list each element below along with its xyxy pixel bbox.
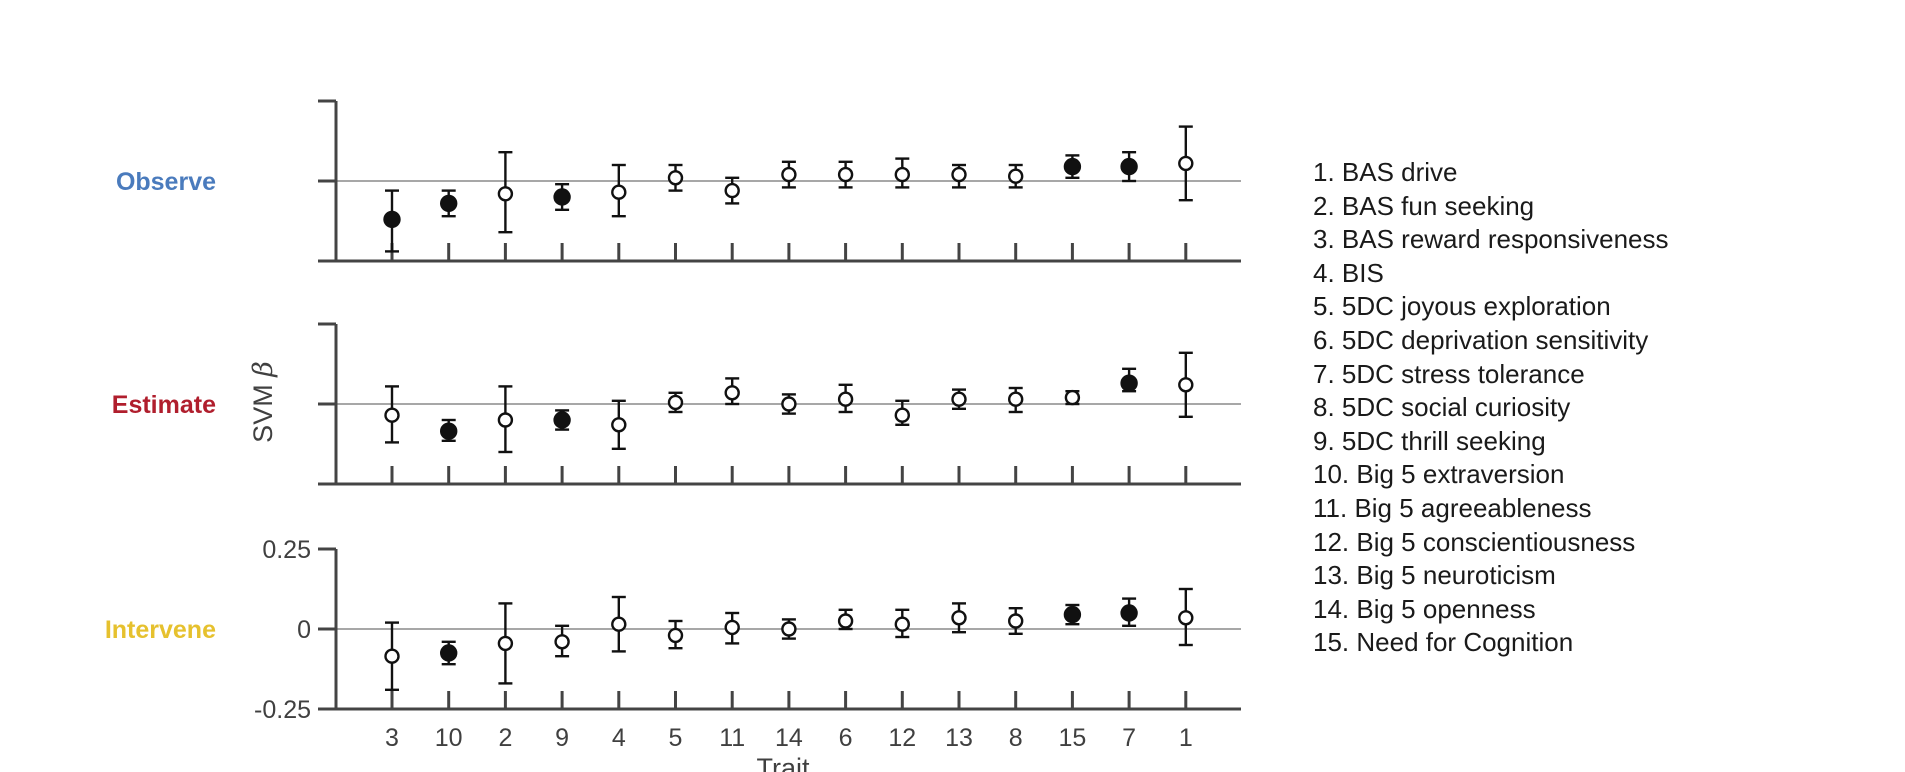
data-point-7 <box>1120 157 1138 176</box>
data-point-9 <box>553 411 571 429</box>
x-tick-label-5: 5 <box>669 724 683 752</box>
y-axis-title: SVM β <box>248 361 279 443</box>
data-point-13 <box>951 610 967 626</box>
data-point-4 <box>611 417 627 433</box>
data-point-3 <box>384 407 400 423</box>
legend-item: 2. BAS fun seeking <box>1313 190 1535 221</box>
data-point-7 <box>1120 374 1138 392</box>
data-point-10 <box>440 194 458 213</box>
data-point-14 <box>781 621 797 637</box>
legend-item: 6. 5DC deprivation sensitivity <box>1313 324 1649 355</box>
data-point-13 <box>951 166 967 183</box>
legend-item: 13. Big 5 neuroticism <box>1313 560 1556 591</box>
x-tick-label-13: 13 <box>945 724 973 752</box>
panel-estimate: Estimate <box>112 322 1241 486</box>
data-point-4 <box>611 184 627 200</box>
x-tick-label-4: 4 <box>612 724 626 752</box>
data-point-9 <box>554 634 570 650</box>
trait-legend: 1. BAS drive 2. BAS fun seeking 3. BAS rew… <box>1313 156 1669 660</box>
x-tick-label-7: 7 <box>1122 724 1136 752</box>
data-point-1 <box>1178 155 1194 172</box>
legend-item: 9. 5DC thrill seeking <box>1313 425 1546 456</box>
x-tick-label-12: 12 <box>888 724 916 752</box>
data-point-6 <box>837 613 854 629</box>
x-tick-label-2: 2 <box>498 724 512 752</box>
data-point-11 <box>724 619 740 636</box>
data-point-2 <box>497 635 514 652</box>
legend-item: 1. BAS drive <box>1313 157 1458 187</box>
data-point-3 <box>384 648 400 664</box>
data-point-6 <box>837 391 854 407</box>
x-tick-label-6: 6 <box>839 724 853 752</box>
x-tick-label-8: 8 <box>1009 724 1023 752</box>
data-point-2 <box>497 186 514 202</box>
data-point-15 <box>1063 157 1082 176</box>
data-point-5 <box>667 394 684 411</box>
data-point-10 <box>440 422 458 440</box>
data-point-12 <box>894 166 910 183</box>
data-point-8 <box>1008 613 1024 629</box>
y-tick-label: 0 <box>297 616 311 644</box>
y-axis-title-text: SVM <box>248 377 278 443</box>
data-point-12 <box>894 407 910 423</box>
x-tick-label-10: 10 <box>435 724 463 752</box>
legend-item: 7. 5DC stress tolerance <box>1313 358 1585 389</box>
legend-item: 8. 5DC social curiosity <box>1313 392 1571 423</box>
data-point-3 <box>383 210 401 229</box>
legend-item: 15. Need for Cognition <box>1313 627 1574 658</box>
panel-observe: Observe <box>116 99 1241 263</box>
legend-item: 5. 5DC joyous exploration <box>1313 291 1611 322</box>
legend-item: 12. Big 5 conscientiousness <box>1313 526 1636 557</box>
x-tick-label-3: 3 <box>385 724 399 752</box>
data-point-1 <box>1178 377 1194 393</box>
legend-item: 10. Big 5 extraversion <box>1313 459 1565 490</box>
data-point-8 <box>1008 168 1024 184</box>
x-tick-label-1: 1 <box>1179 724 1193 752</box>
panels-group: Observe Estimate Intervene -0.25 0 0.25 3 10 2 9 4… <box>105 99 1241 752</box>
panel-label-estimate: Estimate <box>112 391 216 419</box>
x-tick-label-11: 11 <box>719 724 745 752</box>
data-point-15 <box>1064 389 1081 406</box>
x-tick-label-15: 15 <box>1058 724 1086 752</box>
data-point-5 <box>667 627 684 644</box>
y-axis-title-symbol: β <box>248 361 279 378</box>
data-point-4 <box>611 616 627 632</box>
x-tick-label-9: 9 <box>555 724 569 752</box>
data-point-15 <box>1063 605 1082 624</box>
data-point-13 <box>951 391 967 407</box>
y-tick-label: -0.25 <box>254 696 311 724</box>
panel-label-intervene: Intervene <box>105 616 216 644</box>
data-point-5 <box>667 170 684 186</box>
data-point-14 <box>781 166 797 183</box>
legend-item: 14. Big 5 openness <box>1313 593 1536 624</box>
data-point-10 <box>440 644 458 662</box>
data-point-9 <box>553 188 571 206</box>
data-point-11 <box>724 182 740 199</box>
data-point-2 <box>497 412 514 428</box>
legend-item: 3. BAS reward responsiveness <box>1313 224 1669 255</box>
y-tick-label: 0.25 <box>262 536 311 564</box>
data-point-12 <box>894 616 910 632</box>
data-point-11 <box>724 385 740 401</box>
panel-intervene: Intervene -0.25 0 0.25 3 10 2 9 4 5 11 14 6 12 13 8 15 7 1 <box>105 536 1241 752</box>
x-tick-label-14: 14 <box>775 724 803 752</box>
data-point-6 <box>837 166 854 183</box>
panel-label-observe: Observe <box>116 168 216 196</box>
data-point-7 <box>1120 604 1138 622</box>
legend-item: 11. Big 5 agreeableness <box>1313 492 1592 523</box>
data-point-1 <box>1178 610 1194 626</box>
x-axis-title: Trait <box>757 753 810 772</box>
legend-item: 4. BIS <box>1313 257 1384 288</box>
data-point-14 <box>781 396 797 412</box>
data-point-8 <box>1008 391 1024 407</box>
